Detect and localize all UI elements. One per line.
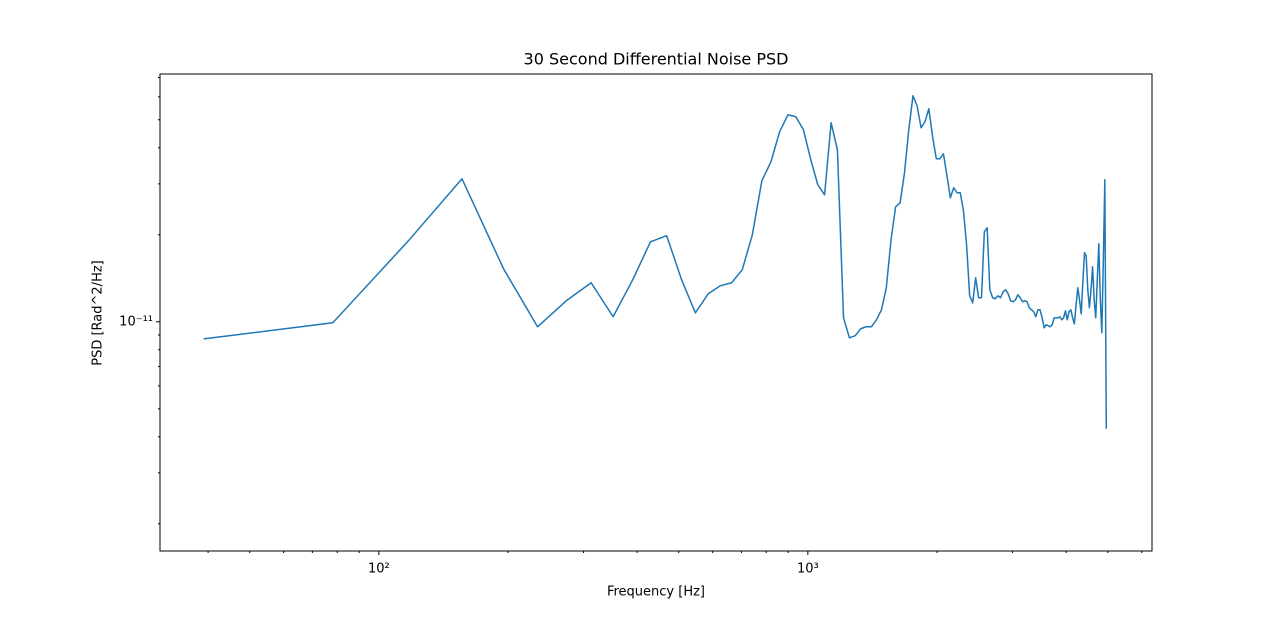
line-series bbox=[203, 95, 1108, 429]
y-tick-label: 10⁻¹¹ bbox=[119, 314, 153, 329]
x-tick-label: 10³ bbox=[797, 562, 819, 577]
x-axis-label: Frequency [Hz] bbox=[607, 585, 705, 600]
y-axis-label: PSD [Rad^2/Hz] bbox=[91, 260, 106, 366]
x-tick-label: 10² bbox=[368, 562, 390, 577]
chart-title: 30 Second Differential Noise PSD bbox=[524, 50, 789, 69]
plot-frame bbox=[159, 73, 1153, 552]
